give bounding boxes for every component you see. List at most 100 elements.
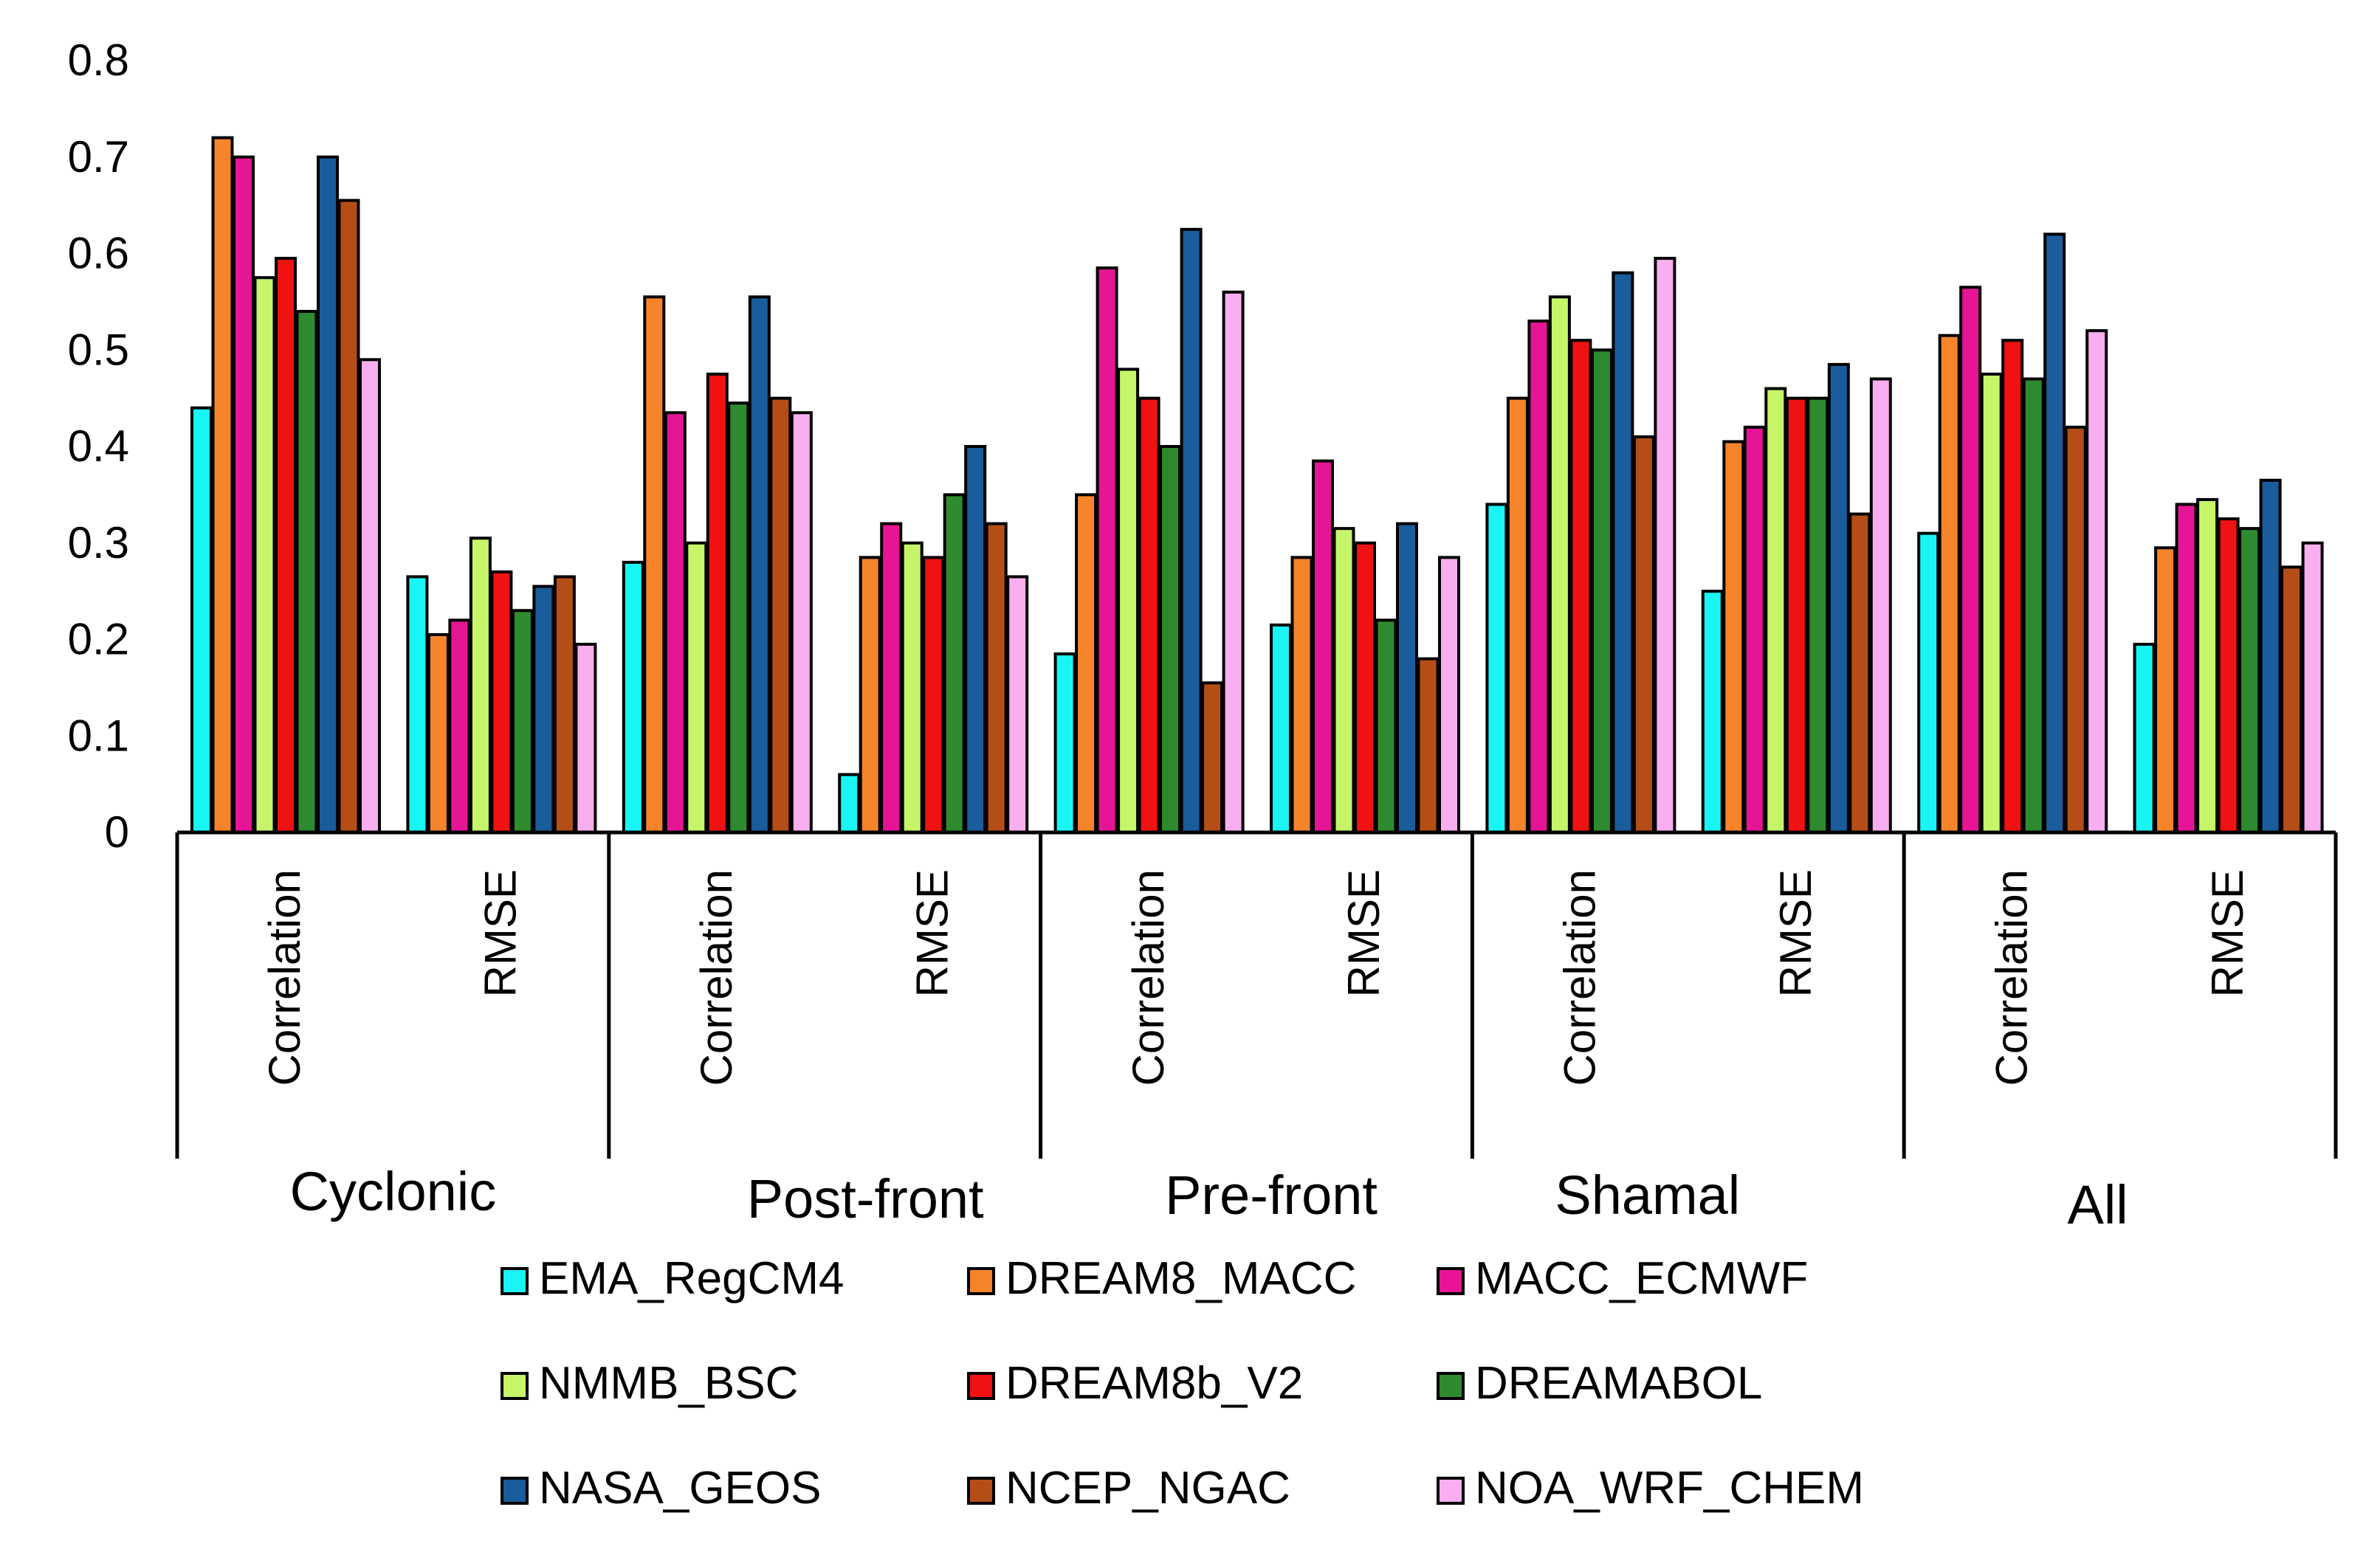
bar-macc-ecmwf [880,522,903,834]
y-tick-label: 0.8 [68,35,129,85]
bar-macc-ecmwf [233,155,255,834]
bar-ema-regcm4 [838,773,861,835]
metric-label: Correlation [1555,869,1605,1086]
bar-dreamabol [511,609,534,835]
group-label: All [2067,1174,2128,1235]
legend-label: DREAM8_MACC [1005,1253,1356,1304]
bar-nasa-geos [1827,362,1850,834]
legend-swatch [501,1477,529,1505]
bar-dreamabol [1590,348,1613,834]
bar-nasa-geos [964,445,987,834]
legend-label: NOA_WRF_CHEM [1475,1463,1864,1514]
bar-dream8-macc [859,556,881,834]
bar-dream8b-v2 [1138,396,1160,834]
bar-noa-wrf-chem [1438,556,1460,834]
bar-dream8-macc [643,295,666,834]
bar-dream8-macc [1938,334,1961,834]
legend-label: EMA_RegCM4 [539,1253,844,1304]
bar-ncep-ngac [337,199,360,834]
bar-ncep-ngac [2064,425,2087,834]
bar-dreamabol [1159,445,1182,834]
bar-dream8b-v2 [1569,339,1592,834]
legend-label: DREAMABOL [1475,1358,1762,1409]
y-tick-label: 0.4 [68,421,129,471]
bar-macc-ecmwf [1527,320,1550,834]
y-tick-label: 0.3 [68,518,129,568]
metric-label: RMSE [1339,869,1389,997]
bar-dream8b-v2 [2001,339,2024,834]
y-axis: 0 0.1 0.2 0.3 0.4 0.5 0.6 0.7 0.8 [68,35,129,857]
bar-dream8-macc [1506,396,1529,834]
bar-dreamabol [1806,396,1829,834]
legend-label: NMMB_BSC [539,1358,798,1409]
metric-label: RMSE [1771,869,1820,997]
bar-ema-regcm4 [1917,531,1940,834]
bar-macc-ecmwf [1743,425,1766,834]
metric-label: Correlation [1987,869,2036,1086]
bar-nasa-geos [317,155,339,834]
legend-swatch [501,1372,529,1400]
bar-ema-regcm4 [1485,503,1508,834]
legend-label: MACC_ECMWF [1475,1253,1808,1304]
legend-swatch [967,1372,995,1400]
bar-dream8-macc [1722,440,1745,834]
bar-macc-ecmwf [1096,266,1118,834]
legend-swatch [1437,1477,1465,1505]
bar-dream8-macc [1075,493,1098,834]
metric-label: Correlation [1124,869,1173,1086]
group-label: Cyclonic [290,1161,497,1222]
bar-nmmb-bsc [1117,368,1140,834]
bars [190,136,2324,835]
bar-macc-ecmwf [1959,286,1982,834]
bar-nmmb-bsc [1980,372,2003,834]
y-tick-label: 0.5 [68,325,129,374]
legend-swatch [501,1267,529,1295]
bar-macc-ecmwf [664,411,687,834]
group-label: Pre-front [1165,1165,1378,1226]
legend-swatch [1437,1267,1465,1295]
legend-swatch [1437,1372,1465,1400]
y-tick-label: 0.2 [68,615,129,664]
bar-ncep-ngac [1417,657,1440,835]
bar-nasa-geos [2043,232,2066,835]
bar-noa-wrf-chem [1222,290,1245,834]
bar-ncep-ngac [769,396,792,834]
metric-label: RMSE [2203,869,2252,997]
bar-nasa-geos [532,584,555,835]
legend-swatch [967,1267,995,1295]
bar-noa-wrf-chem [1006,575,1029,834]
bar-macc-ecmwf [448,618,471,834]
bar-noa-wrf-chem [1654,257,1676,835]
bar-nmmb-bsc [685,541,708,834]
bar-dream8-macc [1290,556,1313,834]
bar-nmmb-bsc [901,541,924,834]
legend-label: DREAM8b_V2 [1005,1358,1303,1409]
bar-nasa-geos [748,295,771,834]
bar-ncep-ngac [985,522,1008,834]
bar-nmmb-bsc [2196,497,2219,834]
metric-label: RMSE [476,869,526,997]
bar-nmmb-bsc [1332,527,1355,834]
bar-noa-wrf-chem [359,358,381,834]
bar-nmmb-bsc [253,276,276,834]
bar-noa-wrf-chem [574,643,597,834]
bar-dream8b-v2 [1354,541,1376,834]
bar-dream8b-v2 [1785,396,1808,834]
y-tick-label: 0 [105,807,129,857]
bar-dream8b-v2 [706,372,729,834]
bar-ncep-ngac [1201,681,1224,835]
bar-nasa-geos [1180,227,1203,834]
legend-swatch [967,1477,995,1505]
bar-ncep-ngac [1632,435,1655,834]
y-tick-label: 0.7 [68,132,129,182]
bar-dream8b-v2 [2217,517,2240,834]
bar-macc-ecmwf [1312,459,1334,834]
metric-label: Correlation [692,869,741,1086]
bar-ncep-ngac [2280,565,2303,834]
bar-dreamabol [2238,527,2261,834]
x-axis: Correlation RMSE Cyclonic Correlation RMSE Po… [175,830,2338,1235]
group-label: Post-front [747,1168,984,1229]
legend: EMA_RegCM4 DREAM8_MACC MACC_ECMWF NMMB_BSC D… [501,1253,1864,1514]
bar-ncep-ngac [1848,512,1871,835]
